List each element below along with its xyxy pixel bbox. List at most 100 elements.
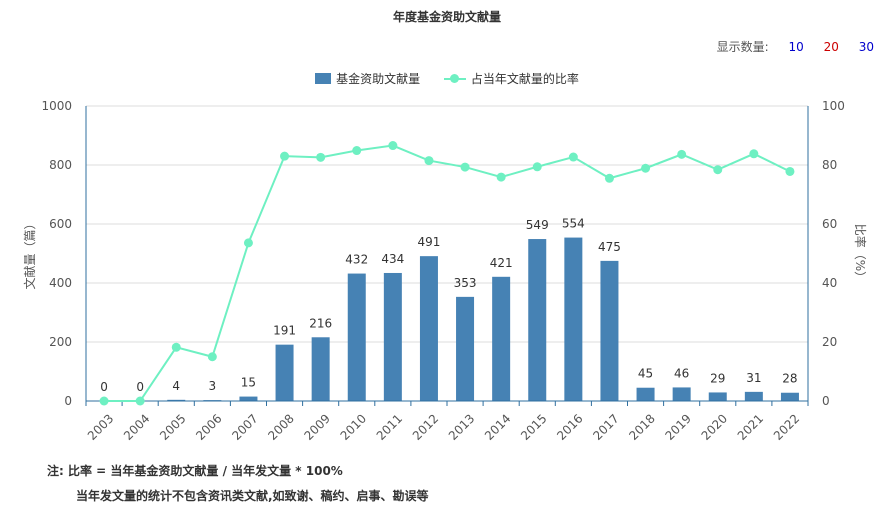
x-tick-label: 2018 (626, 411, 657, 442)
ratio-point[interactable] (785, 166, 795, 176)
ratio-point[interactable] (171, 342, 181, 352)
ratio-point[interactable] (135, 396, 145, 406)
ratio-point[interactable] (388, 141, 398, 151)
legend-line-label: 占当年文献量的比率 (470, 72, 579, 86)
x-tick-label: 2005 (157, 411, 188, 442)
y2-tick-label: 80 (822, 158, 837, 172)
bar-value-label: 434 (381, 252, 404, 266)
y-tick-label: 0 (64, 394, 72, 408)
ratio-point[interactable] (749, 149, 759, 159)
y2-axis-title: 比率（%） (853, 224, 868, 283)
chart-legend: 基金资助文献量 占当年文献量的比率 (0, 70, 894, 87)
ratio-point[interactable] (496, 172, 506, 182)
bar[interactable] (275, 344, 294, 401)
x-tick-label: 2020 (699, 411, 730, 442)
legend-bar-swatch (315, 73, 332, 84)
bar-value-label: 28 (782, 372, 797, 386)
x-tick-label: 2003 (85, 411, 116, 442)
bar[interactable] (347, 273, 366, 401)
display-count-option-20[interactable]: 20 (823, 40, 839, 54)
chart-title: 年度基金资助文献量 (392, 10, 501, 24)
bar-value-label: 29 (710, 371, 725, 385)
display-count-label: 显示数量: (716, 40, 769, 54)
legend-item-bar[interactable]: 基金资助文献量 (315, 70, 420, 87)
bar[interactable] (600, 260, 619, 401)
ratio-point[interactable] (424, 156, 434, 166)
display-count-option-10[interactable]: 10 (788, 40, 804, 54)
bar-value-label: 432 (345, 253, 368, 267)
x-tick-label: 2019 (662, 411, 693, 442)
ratio-point[interactable] (641, 163, 651, 173)
x-tick-label: 2004 (121, 411, 152, 442)
y-tick-label: 200 (49, 335, 72, 349)
data-labels: 0 0 4 3 15 191 216 432 434 491 353 421 549 554 475 45 46… (100, 217, 797, 394)
ratio-point[interactable] (460, 162, 470, 172)
legend-line-swatch (443, 73, 466, 84)
bar[interactable] (744, 391, 763, 401)
y2-tick-label: 0 (822, 394, 830, 408)
x-tick-label: 2009 (301, 411, 332, 442)
bar[interactable] (239, 396, 258, 401)
x-tick-label: 2014 (482, 411, 513, 442)
grid (86, 105, 808, 343)
ratio-line (104, 144, 791, 402)
x-tick-label: 2008 (265, 411, 296, 442)
bar[interactable] (636, 387, 655, 401)
line-series (99, 141, 795, 406)
bar-value-label: 0 (100, 380, 108, 394)
note-exclusion: 当年发文量的统计不包含资讯类文献,如致谢、稿约、启事、勘误等 (76, 489, 429, 503)
ratio-point[interactable] (713, 165, 723, 175)
display-count-control: 显示数量: 10 20 30 (717, 38, 874, 55)
bar-value-label: 421 (490, 256, 513, 270)
x-tick-label: 2010 (338, 411, 369, 442)
ratio-point[interactable] (677, 149, 687, 159)
bar[interactable] (311, 337, 330, 401)
legend-bar-label: 基金资助文献量 (336, 72, 421, 86)
x-tick-label: 2017 (590, 411, 621, 442)
y-tick-label: 800 (49, 158, 72, 172)
bar-value-label: 45 (638, 367, 653, 381)
bar-value-label: 46 (674, 366, 689, 380)
y-tick-label: 400 (49, 276, 72, 290)
legend-item-line[interactable]: 占当年文献量的比率 (443, 70, 579, 87)
ratio-point[interactable] (316, 152, 326, 162)
display-count-option-30[interactable]: 30 (858, 40, 874, 54)
ratio-point[interactable] (568, 152, 578, 162)
x-tick-label: 2022 (771, 411, 802, 442)
bar[interactable] (564, 237, 583, 401)
y-tick-label: 600 (49, 217, 72, 231)
bar[interactable] (672, 387, 691, 401)
x-tick-label: 2021 (735, 411, 766, 442)
x-tick-label: 2015 (518, 411, 549, 442)
y2-tick-label: 40 (822, 276, 837, 290)
note-formula: 注: 比率 = 当年基金资助文献量 / 当年发文量 * 100% (47, 464, 343, 478)
y2-tick-label: 60 (822, 217, 837, 231)
x-tick-label: 2012 (410, 411, 441, 442)
ratio-point[interactable] (532, 162, 542, 172)
bar[interactable] (492, 276, 511, 401)
y-tick-label: 1000 (41, 99, 72, 113)
x-tick-label: 2006 (193, 411, 224, 442)
ratio-point[interactable] (280, 151, 290, 161)
bar[interactable] (456, 296, 475, 401)
bar[interactable] (780, 392, 799, 401)
bar-value-label: 0 (136, 380, 144, 394)
bar-value-label: 15 (241, 376, 256, 390)
x-tick-label: 2016 (554, 411, 585, 442)
bar[interactable] (419, 256, 438, 401)
bar[interactable] (528, 239, 547, 401)
ratio-point[interactable] (352, 146, 362, 156)
bar[interactable] (708, 392, 727, 401)
bar[interactable] (167, 399, 186, 401)
bar-value-label: 3 (209, 379, 217, 393)
y-axis-title: 文献量（篇） (22, 217, 37, 289)
bar[interactable] (383, 272, 402, 401)
ratio-point[interactable] (207, 352, 217, 362)
ratio-point[interactable] (604, 173, 614, 183)
ratio-point[interactable] (99, 396, 109, 406)
bar-value-label: 491 (417, 235, 440, 249)
ratio-point[interactable] (243, 238, 253, 248)
bar-value-label: 4 (172, 379, 180, 393)
x-tick-label: 2013 (446, 411, 477, 442)
